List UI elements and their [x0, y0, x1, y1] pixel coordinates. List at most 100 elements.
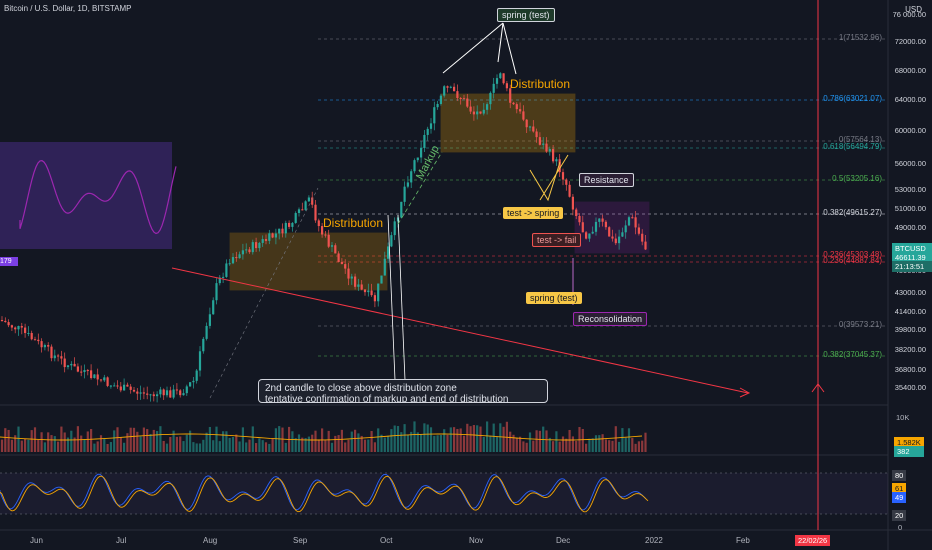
candle-body	[264, 239, 268, 241]
candle-body	[459, 98, 462, 100]
candle-body	[641, 233, 644, 242]
candle-body	[83, 370, 86, 373]
volume-bar	[165, 443, 169, 452]
candle-body	[377, 283, 380, 302]
candle-body	[532, 126, 535, 132]
date-marker-arrow	[811, 383, 825, 393]
volume-bar	[235, 434, 238, 452]
candle-body	[132, 389, 136, 392]
volume-bar	[261, 440, 264, 452]
volume-bar	[641, 440, 644, 452]
volume-bar	[413, 421, 416, 452]
candle-body	[363, 289, 367, 293]
volume-bar	[146, 429, 149, 452]
candle-body	[406, 182, 409, 187]
osc-0-label: 0	[898, 523, 903, 532]
candle-body	[558, 159, 561, 173]
note-pointer-line	[397, 214, 406, 381]
candle-body	[453, 86, 456, 92]
volume-bar	[86, 431, 89, 452]
volume-bar	[109, 442, 112, 452]
candle-body	[314, 204, 317, 221]
volume-bar	[238, 441, 241, 452]
volume-bar	[377, 428, 380, 452]
candle-body	[568, 184, 571, 197]
candle-body	[30, 333, 33, 340]
downtrend-line	[171, 267, 749, 394]
candle-body	[337, 253, 340, 263]
candle-body	[538, 137, 541, 145]
volume-bar	[212, 440, 215, 452]
volume-bar	[301, 437, 304, 452]
candle-body	[76, 366, 79, 372]
candle-body	[561, 172, 565, 180]
candle-body	[618, 236, 621, 244]
volume-bar	[73, 437, 76, 452]
candle-body	[637, 227, 640, 234]
candle-body	[238, 254, 241, 259]
volume-bar	[119, 437, 122, 452]
candle-body	[512, 102, 515, 105]
volume-bar	[476, 425, 479, 452]
volume-value-tag-2: 382	[894, 446, 924, 457]
volume-bar	[466, 423, 469, 452]
volume-bar	[215, 426, 218, 452]
candle-body	[334, 245, 337, 254]
volume-bar	[324, 439, 327, 452]
candle-body	[380, 275, 383, 284]
volume-bar	[169, 436, 172, 452]
volume-bar	[116, 427, 119, 452]
volume-bar	[294, 438, 297, 452]
candle-body	[591, 231, 594, 234]
candle-body	[116, 385, 119, 387]
candle-body	[0, 320, 4, 321]
volume-bar	[222, 431, 225, 452]
price-scale-label: 68000.00	[894, 66, 926, 75]
volume-bar	[37, 439, 40, 452]
volume-bar	[162, 440, 165, 452]
note-pointer-line	[387, 214, 396, 381]
candle-body	[466, 98, 469, 107]
candle-body	[515, 104, 518, 110]
volume-bar	[509, 431, 512, 452]
currency-label[interactable]: USD	[905, 5, 922, 14]
volume-bar	[552, 441, 555, 452]
volume-bar	[50, 435, 53, 452]
candle-body	[383, 258, 386, 276]
candle-body	[608, 227, 611, 237]
candle-body	[17, 326, 20, 330]
candle-body	[294, 213, 297, 223]
candle-body	[357, 284, 360, 287]
volume-bar	[363, 439, 367, 452]
volume-bar	[337, 435, 340, 452]
volume-bar	[565, 438, 568, 452]
volume-bar	[581, 429, 584, 452]
volume-bar	[268, 443, 271, 452]
candle-body	[50, 346, 53, 359]
volume-bar	[218, 441, 221, 452]
distribution-left-label: Distribution	[323, 216, 384, 230]
volume-bar	[281, 427, 284, 452]
volume-bar	[621, 428, 624, 452]
markup-line	[397, 151, 443, 225]
candle-body	[53, 355, 56, 359]
volume-bar	[192, 442, 195, 452]
volume-bar	[76, 426, 79, 452]
volume-bar	[245, 442, 248, 452]
price-scale-label: 56000.00	[894, 159, 926, 168]
candle-body	[324, 234, 327, 236]
candle-body	[545, 143, 548, 152]
volume-bar	[123, 442, 126, 452]
candle-body	[261, 239, 264, 243]
volume-bar	[618, 441, 621, 452]
volume-bar	[393, 425, 396, 452]
volume-bar	[90, 429, 93, 452]
volume-bar	[330, 442, 334, 452]
volume-bar	[189, 430, 192, 452]
volume-bar	[57, 441, 60, 452]
candle-body	[446, 86, 449, 88]
candle-body	[390, 235, 393, 247]
volume-bar	[370, 430, 373, 452]
